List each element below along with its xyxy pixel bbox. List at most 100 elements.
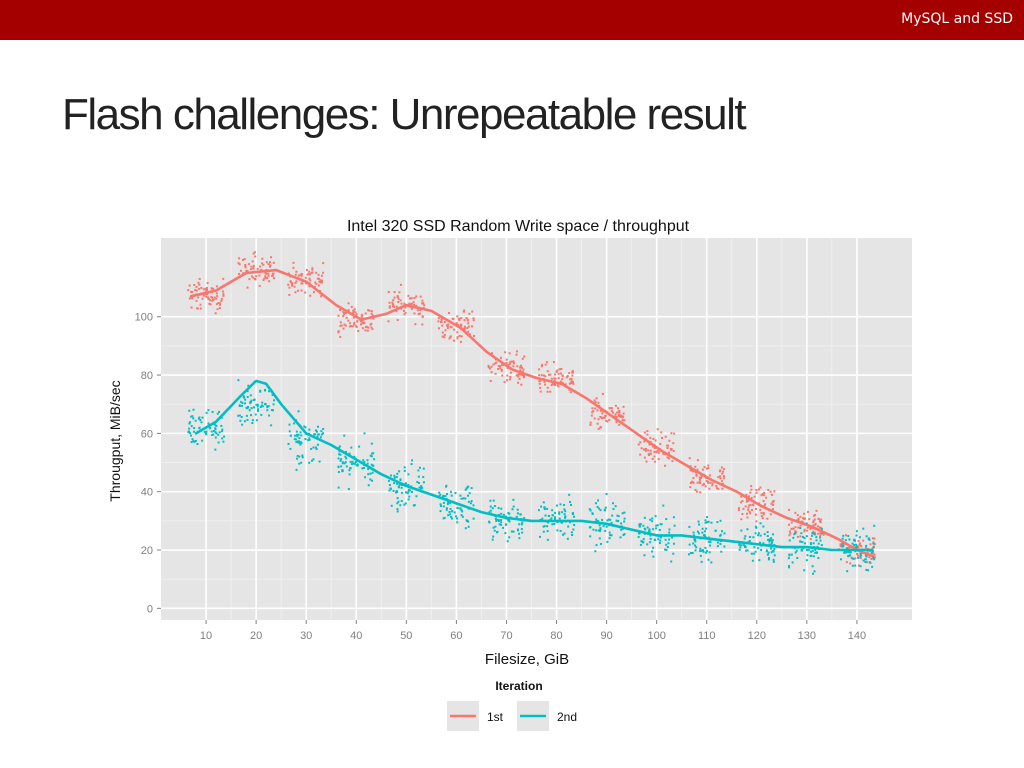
- data-point: [723, 532, 726, 535]
- data-point: [715, 487, 718, 490]
- data-point: [749, 504, 752, 507]
- data-point: [264, 272, 267, 275]
- data-point: [697, 532, 700, 535]
- data-point: [750, 488, 753, 491]
- data-point: [646, 430, 649, 433]
- data-point: [650, 452, 653, 455]
- data-point: [815, 551, 818, 554]
- data-point: [790, 553, 793, 556]
- data-point: [596, 505, 599, 508]
- data-point: [510, 530, 513, 533]
- data-point: [814, 522, 817, 525]
- data-point: [560, 521, 563, 524]
- data-point: [347, 302, 350, 305]
- data-point: [649, 541, 652, 544]
- data-point: [212, 288, 215, 291]
- data-point: [460, 316, 463, 319]
- data-point: [773, 490, 776, 493]
- data-point: [221, 428, 224, 431]
- data-point: [264, 389, 267, 392]
- data-point: [216, 412, 219, 415]
- data-point: [359, 320, 362, 323]
- data-point: [258, 274, 261, 277]
- data-point: [353, 462, 356, 465]
- data-point: [720, 480, 723, 483]
- data-point: [392, 304, 395, 307]
- data-point: [391, 303, 394, 306]
- data-point: [841, 542, 844, 545]
- data-point: [568, 493, 571, 496]
- data-point: [509, 371, 512, 374]
- data-point: [519, 513, 522, 516]
- data-point: [246, 269, 249, 272]
- data-point: [214, 427, 217, 430]
- data-point: [437, 327, 440, 330]
- data-point: [623, 419, 626, 422]
- data-point: [688, 457, 691, 460]
- data-point: [601, 518, 604, 521]
- data-point: [642, 524, 645, 527]
- data-point: [268, 414, 271, 417]
- data-point: [509, 361, 512, 364]
- data-point: [849, 562, 852, 565]
- data-point: [595, 529, 598, 532]
- data-point: [747, 495, 750, 498]
- data-point: [472, 317, 475, 320]
- data-point: [363, 432, 366, 435]
- data-point: [639, 441, 642, 444]
- data-point: [695, 490, 698, 493]
- data-point: [289, 280, 292, 283]
- data-point: [544, 383, 547, 386]
- data-point: [512, 362, 515, 365]
- data-point: [438, 491, 441, 494]
- data-point: [287, 283, 290, 286]
- data-point: [801, 535, 804, 538]
- data-point: [760, 512, 763, 515]
- data-point: [662, 452, 665, 455]
- data-point: [187, 430, 190, 433]
- data-point: [293, 285, 296, 288]
- data-point: [704, 485, 707, 488]
- data-point: [800, 549, 803, 552]
- data-point: [588, 508, 591, 511]
- data-point: [649, 452, 652, 455]
- data-point: [788, 539, 791, 542]
- x-tick-label: 60: [450, 630, 462, 642]
- data-point: [812, 555, 815, 558]
- data-point: [522, 374, 525, 377]
- data-point: [196, 443, 199, 446]
- y-tick-label: 0: [147, 603, 153, 615]
- data-point: [242, 258, 245, 261]
- data-point: [719, 542, 722, 545]
- data-point: [315, 430, 318, 433]
- data-point: [668, 528, 671, 531]
- data-point: [814, 533, 817, 536]
- data-point: [846, 546, 849, 549]
- data-point: [866, 551, 869, 554]
- data-point: [810, 554, 813, 557]
- data-point: [862, 559, 865, 562]
- data-point: [615, 519, 618, 522]
- data-point: [204, 432, 207, 435]
- data-point: [767, 551, 770, 554]
- data-point: [571, 374, 574, 377]
- data-point: [566, 374, 569, 377]
- data-point: [755, 489, 758, 492]
- data-point: [552, 360, 555, 363]
- data-point: [239, 419, 242, 422]
- data-point: [292, 266, 295, 269]
- y-tick-label: 40: [141, 487, 153, 499]
- data-point: [269, 264, 272, 267]
- data-point: [249, 394, 252, 397]
- data-point: [842, 545, 845, 548]
- data-point: [421, 302, 424, 305]
- data-point: [473, 334, 476, 337]
- data-point: [673, 524, 676, 527]
- data-point: [755, 526, 758, 529]
- data-point: [757, 547, 760, 550]
- data-point: [252, 267, 255, 270]
- data-point: [345, 457, 348, 460]
- data-point: [739, 546, 742, 549]
- data-point: [742, 507, 745, 510]
- data-point: [500, 518, 503, 521]
